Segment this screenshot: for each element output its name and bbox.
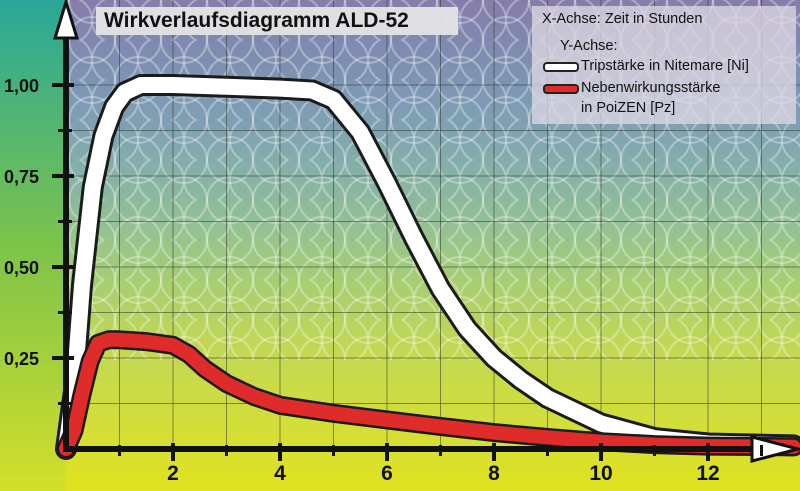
x-tick-label: 6 xyxy=(381,462,393,485)
chart-title: Wirkverlaufsdiagramm ALD-52 xyxy=(104,9,409,32)
y-axis-arrow xyxy=(52,0,80,40)
legend-label-side-1: Nebenwirkungsstärke xyxy=(581,80,721,96)
y-tick-label: 0,50 xyxy=(4,258,39,278)
x-tick-label: 4 xyxy=(274,462,286,485)
legend-xlabel: X-Achse: Zeit in Stunden xyxy=(542,11,703,27)
left-strip xyxy=(0,0,66,491)
y-tick-label: 0,75 xyxy=(4,167,39,187)
series-side-line xyxy=(59,332,800,456)
series-layer xyxy=(55,74,800,460)
y-tick-label: 1,00 xyxy=(4,76,39,96)
legend-ylabel: Y-Achse: xyxy=(560,38,618,54)
x-axis-arrow xyxy=(750,435,800,463)
legend-label-side-2: in PoiZEN [Pz] xyxy=(581,100,676,116)
tick-labels: 2 4 6 8 10 12 0,25 0,50 0,75 1,00 xyxy=(4,76,720,485)
series-trip-line xyxy=(58,77,800,457)
x-tick-label: 8 xyxy=(488,462,500,485)
legend-swatch-trip xyxy=(543,62,579,72)
legend-swatch-side xyxy=(543,84,579,94)
x-tick-label: 2 xyxy=(167,462,179,485)
y-tick-label: 0,25 xyxy=(4,349,39,369)
legend-label-trip: Tripstärke in Nitemare [Ni] xyxy=(581,58,749,74)
grid-lines xyxy=(66,0,800,449)
title-background xyxy=(96,7,458,35)
tick-marks xyxy=(52,83,763,461)
x-tick-label: 10 xyxy=(589,462,612,485)
x-tick-label: 12 xyxy=(696,462,719,485)
